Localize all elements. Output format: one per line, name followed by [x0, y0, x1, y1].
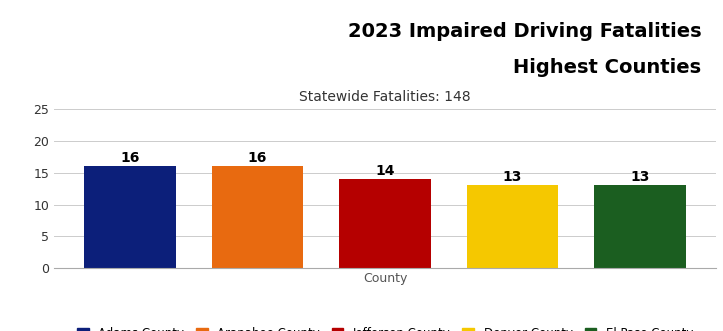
Bar: [466, 185, 558, 268]
X-axis label: County: County: [363, 272, 407, 285]
Text: 16: 16: [248, 151, 268, 165]
Legend: Adams County, Arapahoe County, Jefferson County, Denver County, El Paso County: Adams County, Arapahoe County, Jefferson…: [72, 322, 698, 331]
Text: 13: 13: [630, 170, 649, 184]
Text: 16: 16: [121, 151, 140, 165]
Bar: [212, 166, 304, 268]
Bar: [594, 185, 685, 268]
Text: 14: 14: [375, 164, 395, 177]
Title: Statewide Fatalities: 148: Statewide Fatalities: 148: [299, 90, 471, 104]
Bar: [85, 166, 176, 268]
Text: 13: 13: [502, 170, 522, 184]
Bar: [339, 179, 431, 268]
Text: Highest Counties: Highest Counties: [513, 58, 701, 76]
Text: 2023 Impaired Driving Fatalities: 2023 Impaired Driving Fatalities: [348, 22, 701, 41]
